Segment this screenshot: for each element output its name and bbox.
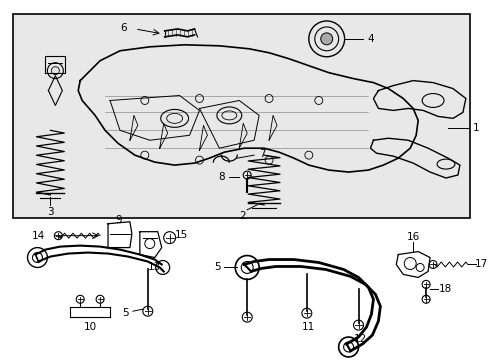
Text: 3: 3: [47, 207, 54, 217]
Text: 5: 5: [122, 308, 129, 318]
Text: 6: 6: [121, 23, 127, 33]
Text: 7: 7: [258, 149, 265, 159]
Text: 11: 11: [302, 322, 315, 332]
Text: 5: 5: [214, 262, 220, 273]
Text: 17: 17: [474, 260, 488, 270]
Text: 10: 10: [83, 322, 97, 332]
Text: 12: 12: [353, 334, 366, 344]
Text: 8: 8: [218, 172, 224, 182]
Text: 15: 15: [175, 230, 188, 240]
Text: 4: 4: [366, 34, 373, 44]
Circle shape: [320, 33, 332, 45]
Text: 14: 14: [32, 231, 45, 241]
Text: 1: 1: [471, 123, 478, 133]
Bar: [13, 14, 469, 218]
Text: 16: 16: [406, 231, 419, 242]
Text: 2: 2: [239, 211, 245, 221]
Text: 9: 9: [116, 215, 122, 225]
Text: 13: 13: [148, 262, 161, 273]
Text: 18: 18: [437, 284, 451, 294]
